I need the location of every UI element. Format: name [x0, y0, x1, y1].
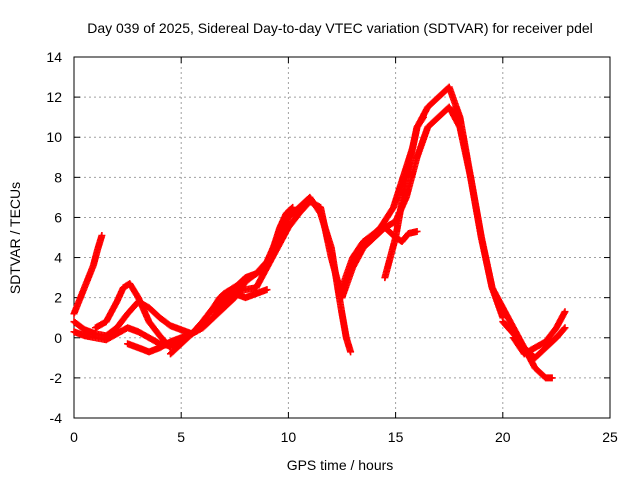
- y-axis-ticks: -4 -2 0 2 4 6 8 10 12 14: [46, 49, 610, 426]
- data-points: [70, 83, 569, 382]
- data-point: [413, 227, 421, 235]
- x-axis-ticks: 0 5 10 15 20 25: [70, 57, 618, 445]
- y-tick-label: 0: [54, 330, 62, 346]
- x-tick-label: 15: [388, 429, 404, 445]
- data-point: [263, 286, 271, 294]
- y-tick-label: 12: [46, 89, 62, 105]
- x-tick-label: 25: [602, 429, 618, 445]
- data-point: [561, 308, 569, 316]
- x-tick-label: 20: [495, 429, 511, 445]
- data-point: [548, 374, 556, 382]
- data-point: [561, 324, 569, 332]
- series-arc9: [359, 223, 421, 252]
- series-arc8: [381, 83, 507, 322]
- y-tick-label: 8: [54, 169, 62, 185]
- y-tick-label: 2: [54, 290, 62, 306]
- data-point: [347, 348, 355, 356]
- y-axis-label: SDTVAR / TECUs: [7, 182, 23, 294]
- y-tick-label: 14: [46, 49, 62, 65]
- series-arc11: [510, 308, 569, 358]
- y-tick-label: 10: [46, 129, 62, 145]
- x-axis-label: GPS time / hours: [287, 457, 394, 473]
- y-tick-label: -2: [50, 370, 63, 386]
- x-tick-label: 0: [70, 429, 78, 445]
- data-point: [98, 231, 106, 239]
- series-arc1: [70, 231, 106, 318]
- plot-frame: [73, 56, 611, 419]
- series-arc4: [91, 280, 174, 352]
- y-tick-label: 6: [54, 209, 62, 225]
- y-tick-label: -4: [50, 410, 63, 426]
- x-tick-label: 5: [177, 429, 185, 445]
- series-arc3: [70, 286, 271, 340]
- data-point: [560, 325, 568, 333]
- x-tick-label: 10: [281, 429, 297, 445]
- y-tick-label: 4: [54, 250, 62, 266]
- chart-title: Day 039 of 2025, Sidereal Day-to-day VTE…: [87, 20, 593, 36]
